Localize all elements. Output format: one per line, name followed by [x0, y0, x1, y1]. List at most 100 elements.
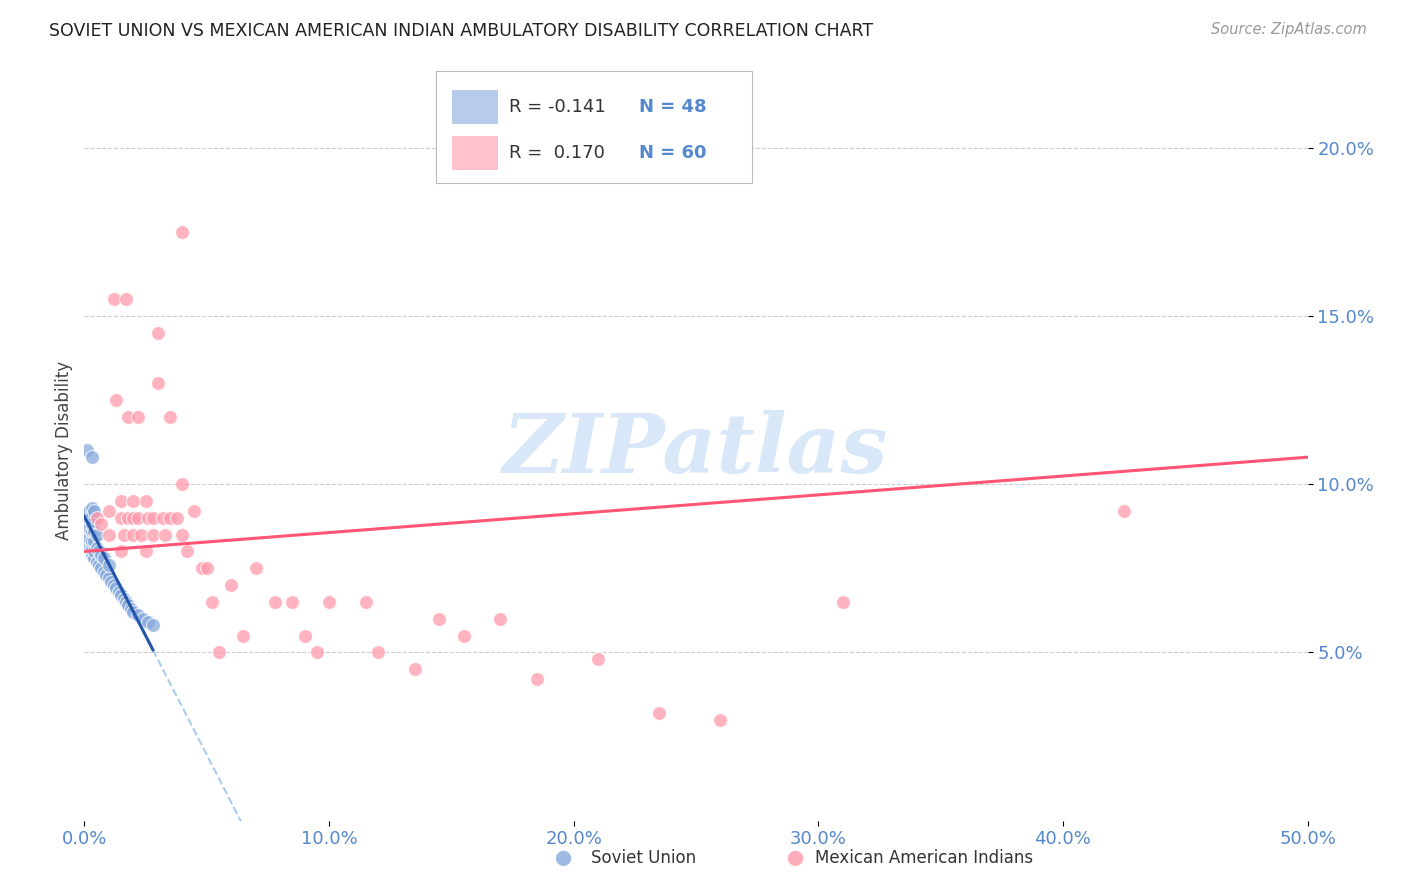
Point — [232, 628, 254, 642]
Point — [97, 527, 120, 541]
Point — [1114, 504, 1136, 518]
Point — [87, 544, 110, 558]
Point — [159, 510, 181, 524]
Y-axis label: Ambulatory Disability: Ambulatory Disability — [55, 361, 73, 540]
FancyBboxPatch shape — [451, 90, 498, 123]
Point — [427, 612, 450, 626]
Point — [219, 578, 242, 592]
Point — [77, 531, 100, 545]
Point — [166, 510, 188, 524]
Point — [129, 527, 152, 541]
Point — [489, 612, 512, 626]
Point — [110, 494, 132, 508]
Point — [77, 538, 100, 552]
Point — [110, 588, 132, 602]
Point — [135, 494, 157, 508]
Point — [127, 510, 149, 524]
Point — [77, 510, 100, 524]
Point — [172, 225, 194, 239]
Point — [83, 551, 105, 566]
Point — [110, 544, 132, 558]
Point — [191, 561, 214, 575]
Point — [93, 551, 115, 566]
Point — [117, 599, 139, 613]
Point — [127, 608, 149, 623]
Point — [86, 510, 108, 524]
Text: R = -0.141: R = -0.141 — [509, 97, 606, 116]
Point — [117, 409, 139, 424]
Point — [90, 548, 112, 562]
Point — [80, 534, 103, 549]
Text: N = 60: N = 60 — [640, 144, 707, 161]
Point — [318, 595, 340, 609]
Point — [97, 504, 120, 518]
Point — [146, 326, 169, 340]
Point — [122, 494, 145, 508]
Point — [86, 554, 108, 569]
Point — [83, 524, 105, 539]
Point — [110, 510, 132, 524]
Point — [76, 508, 98, 522]
Point — [117, 510, 139, 524]
Text: Mexican American Indians: Mexican American Indians — [815, 849, 1033, 867]
Point — [83, 504, 105, 518]
Text: SOVIET UNION VS MEXICAN AMERICAN INDIAN AMBULATORY DISABILITY CORRELATION CHART: SOVIET UNION VS MEXICAN AMERICAN INDIAN … — [49, 22, 873, 40]
Point — [245, 561, 267, 575]
Point — [135, 544, 157, 558]
Point — [208, 645, 231, 659]
Point — [77, 521, 100, 535]
Point — [107, 584, 129, 599]
Point — [80, 508, 103, 522]
Point — [176, 544, 198, 558]
Point — [96, 568, 118, 582]
Point — [83, 544, 105, 558]
Point — [90, 517, 112, 532]
Point — [76, 514, 98, 528]
Point — [264, 595, 287, 609]
FancyBboxPatch shape — [451, 136, 498, 169]
Point — [93, 565, 115, 579]
Point — [83, 514, 105, 528]
Text: ⬤: ⬤ — [554, 850, 571, 866]
Point — [127, 409, 149, 424]
Point — [122, 510, 145, 524]
Point — [183, 504, 205, 518]
Point — [172, 527, 194, 541]
Point — [404, 662, 426, 676]
Point — [367, 645, 389, 659]
Point — [112, 527, 135, 541]
Point — [281, 595, 304, 609]
Point — [87, 558, 110, 572]
Point — [153, 527, 176, 541]
Point — [103, 578, 125, 592]
Text: ZIPatlas: ZIPatlas — [503, 410, 889, 491]
Point — [142, 510, 165, 524]
Point — [142, 527, 165, 541]
Text: ⬤: ⬤ — [786, 850, 803, 866]
Point — [86, 527, 108, 541]
Point — [305, 645, 328, 659]
Point — [142, 618, 165, 632]
Point — [152, 510, 174, 524]
Point — [100, 574, 122, 589]
Point — [354, 595, 377, 609]
Text: N = 48: N = 48 — [640, 97, 707, 116]
Point — [97, 571, 120, 585]
Point — [80, 548, 103, 562]
Point — [526, 673, 548, 687]
Point — [586, 652, 609, 666]
Point — [80, 450, 103, 465]
Point — [146, 376, 169, 391]
Point — [120, 601, 142, 615]
Point — [136, 510, 159, 524]
Point — [709, 713, 731, 727]
Point — [200, 595, 222, 609]
Point — [112, 591, 135, 606]
Point — [80, 524, 103, 539]
Text: R =  0.170: R = 0.170 — [509, 144, 605, 161]
Point — [136, 615, 159, 629]
Point — [831, 595, 853, 609]
Text: Source: ZipAtlas.com: Source: ZipAtlas.com — [1211, 22, 1367, 37]
Point — [195, 561, 218, 575]
Point — [105, 582, 128, 596]
